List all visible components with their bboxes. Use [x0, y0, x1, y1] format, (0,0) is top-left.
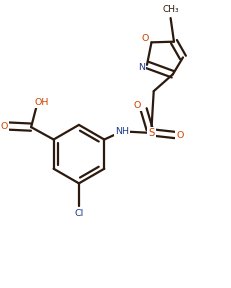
Text: S: S	[148, 128, 155, 138]
Text: N: N	[139, 63, 146, 72]
Text: CH₃: CH₃	[162, 5, 179, 14]
Text: O: O	[134, 101, 141, 110]
Text: OH: OH	[34, 98, 49, 107]
Text: O: O	[0, 122, 8, 130]
Text: O: O	[176, 130, 184, 139]
Text: O: O	[142, 34, 149, 43]
Text: NH: NH	[115, 127, 129, 136]
Text: Cl: Cl	[74, 209, 84, 218]
